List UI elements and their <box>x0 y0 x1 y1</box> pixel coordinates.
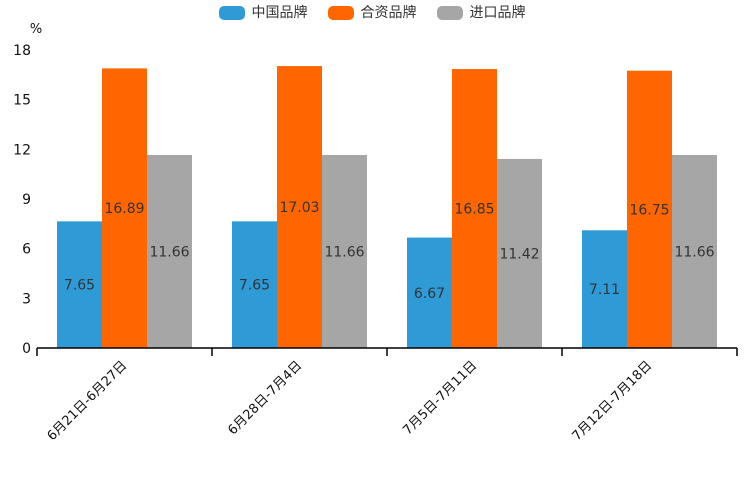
bar-series-2-group-1 <box>322 154 367 348</box>
y-axis-tick-label: 18 <box>13 43 31 59</box>
bar-series-2-group-2 <box>497 158 542 348</box>
y-axis-tick-label: 6 <box>22 242 31 258</box>
x-axis-category-label: 6月28日-7月4日 <box>225 358 305 438</box>
bar-value-label: 16.89 <box>104 201 144 217</box>
legend-swatch-icon <box>218 6 245 20</box>
legend-item-series-1[interactable]: 合资品牌 <box>327 5 417 21</box>
chart-legend: 中国品牌 合资品牌 进口品牌 <box>0 6 744 20</box>
y-axis-tick-label: 3 <box>22 291 31 307</box>
y-axis-tick-label: 12 <box>13 142 31 158</box>
bar-value-label: 7.11 <box>589 282 620 298</box>
bar-value-label: 11.42 <box>499 246 539 262</box>
bar-series-0-group-3 <box>582 230 627 348</box>
x-axis-category-label: 6月21日-6月27日 <box>45 358 131 444</box>
y-axis-tick-label: 9 <box>22 192 31 208</box>
legend-label: 合资品牌 <box>360 5 417 21</box>
bar-series-1-group-1 <box>277 66 322 348</box>
bar-value-label: 16.85 <box>454 202 494 218</box>
legend-item-series-2[interactable]: 进口品牌 <box>436 5 526 21</box>
legend-item-series-0[interactable]: 中国品牌 <box>218 5 308 21</box>
bar-value-label: 11.66 <box>149 244 189 260</box>
bar-value-label: 7.65 <box>239 278 270 294</box>
bar-value-label: 7.65 <box>64 278 95 294</box>
bar-series-1-group-2 <box>452 69 497 349</box>
bar-value-label: 16.75 <box>629 202 669 218</box>
bar-series-1-group-3 <box>627 70 672 348</box>
x-axis-category-label: 7月5日-7月11日 <box>400 358 480 438</box>
bar-series-2-group-3 <box>672 154 717 348</box>
legend-label: 进口品牌 <box>469 5 526 21</box>
x-axis-category-label: 7月12日-7月18日 <box>570 358 656 444</box>
bar-series-0-group-0 <box>57 221 102 348</box>
bar-value-label: 11.66 <box>324 244 364 260</box>
legend-swatch-icon <box>436 6 463 20</box>
bar-value-label: 11.66 <box>674 244 714 260</box>
legend-swatch-icon <box>327 6 354 20</box>
bar-series-0-group-2 <box>407 237 452 348</box>
bar-value-label: 17.03 <box>279 200 319 216</box>
legend-label: 中国品牌 <box>251 5 308 21</box>
y-axis-tick-label: 0 <box>22 341 31 357</box>
bar-value-label: 6.67 <box>414 286 445 302</box>
bar-series-1-group-0 <box>102 68 147 349</box>
bar-series-0-group-1 <box>232 221 277 348</box>
y-axis-tick-label: 15 <box>13 93 31 109</box>
bar-series-2-group-0 <box>147 154 192 348</box>
y-axis-unit-label: % <box>30 22 42 37</box>
